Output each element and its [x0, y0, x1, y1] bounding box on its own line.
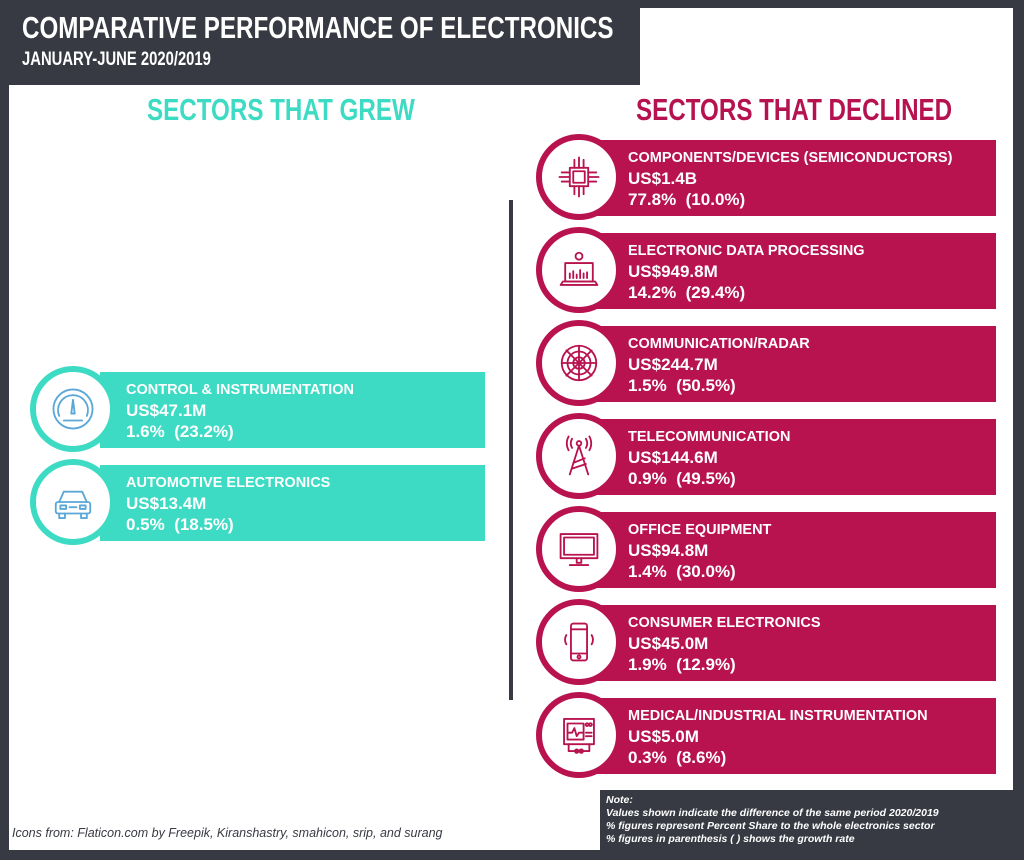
sector-share-growth: 0.5% (18.5%) — [126, 515, 234, 534]
sector-share-growth: 1.9% (12.9%) — [628, 655, 736, 674]
sector-bar — [596, 140, 996, 216]
sector-name: COMMUNICATION/RADAR — [628, 336, 810, 352]
sector-name: AUTOMOTIVE ELECTRONICS — [126, 475, 331, 491]
radar-icon — [560, 344, 598, 382]
sector-card: ELECTRONIC DATA PROCESSING US$949.8M 14.… — [536, 227, 1006, 313]
sector-card: AUTOMOTIVE ELECTRONICS US$13.4M 0.5% (18… — [30, 459, 500, 545]
sector-text: COMPONENTS/DEVICES (SEMICONDUCTORS) US$1… — [628, 148, 952, 210]
note-box: Note: Values shown indicate the differen… — [600, 790, 1013, 855]
icon-circle — [536, 506, 622, 592]
chip-icon — [558, 156, 600, 198]
sector-share-growth: 77.8% (10.0%) — [628, 190, 746, 209]
sector-value: US$13.4M — [126, 494, 207, 513]
sector-text: CONTROL & INSTRUMENTATION US$47.1M 1.6% … — [126, 380, 354, 442]
sector-card: COMMUNICATION/RADAR US$244.7M 1.5% (50.5… — [536, 320, 1006, 406]
sector-value: US$45.0M — [628, 634, 709, 653]
sector-value: US$94.8M — [628, 541, 709, 560]
note-heading: Note: — [606, 794, 633, 806]
sector-card: COMPONENTS/DEVICES (SEMICONDUCTORS) US$1… — [536, 134, 1006, 220]
icon-credit: Icons from: Flaticon.com by Freepik, Kir… — [12, 826, 443, 840]
sector-card: CONTROL & INSTRUMENTATION US$47.1M 1.6% … — [30, 366, 500, 452]
declined-heading: SECTORS THAT DECLINED — [636, 92, 953, 127]
grew-heading: SECTORS THAT GREW — [147, 92, 415, 127]
sector-name: CONTROL & INSTRUMENTATION — [126, 382, 354, 398]
sector-card: MEDICAL/INDUSTRIAL INSTRUMENTATION US$5.… — [536, 692, 1006, 778]
sector-text: OFFICE EQUIPMENT US$94.8M 1.4% (30.0%) — [628, 520, 771, 582]
sector-text: AUTOMOTIVE ELECTRONICS US$13.4M 0.5% (18… — [126, 473, 330, 535]
page-subtitle: JANUARY-JUNE 2020/2019 — [22, 49, 211, 70]
phone-icon — [564, 622, 594, 662]
icon-circle — [536, 320, 622, 406]
sector-name: COMPONENTS/DEVICES (SEMICONDUCTORS) — [628, 150, 953, 166]
icon-circle — [536, 413, 622, 499]
sector-share-growth: 14.2% (29.4%) — [628, 283, 746, 302]
sector-value: US$5.0M — [628, 727, 699, 746]
car-icon — [54, 490, 92, 520]
monitor-icon — [559, 533, 599, 567]
gauge-icon — [52, 388, 94, 430]
medical-monitor-icon — [563, 717, 595, 754]
sector-card: TELECOMMUNICATION US$144.6M 0.9% (49.5%) — [536, 413, 1006, 499]
sector-share-growth: 1.5% (50.5%) — [628, 376, 736, 395]
icon-circle — [536, 599, 622, 685]
icon-circle — [536, 692, 622, 778]
sector-text: CONSUMER ELECTRONICS US$45.0M 1.9% (12.9… — [628, 613, 821, 675]
sector-text: ELECTRONIC DATA PROCESSING US$949.8M 14.… — [628, 241, 865, 303]
sector-bar — [596, 326, 996, 402]
laptop-icon — [559, 251, 599, 286]
sector-name: CONSUMER ELECTRONICS — [628, 615, 821, 631]
header-white-panel — [640, 8, 1013, 88]
sector-text: COMMUNICATION/RADAR US$244.7M 1.5% (50.5… — [628, 334, 810, 396]
sector-bar — [596, 698, 996, 774]
tower-icon — [565, 435, 593, 476]
sector-value: US$144.6M — [628, 448, 718, 467]
sector-card: CONSUMER ELECTRONICS US$45.0M 1.9% (12.9… — [536, 599, 1006, 685]
sector-name: TELECOMMUNICATION — [628, 429, 791, 445]
icon-circle — [536, 227, 622, 313]
sector-name: OFFICE EQUIPMENT — [628, 522, 772, 538]
sector-value: US$47.1M — [126, 401, 207, 420]
sector-bar — [596, 419, 996, 495]
icon-circle — [30, 366, 116, 452]
sector-text: TELECOMMUNICATION US$144.6M 0.9% (49.5%) — [628, 427, 790, 489]
sector-value: US$949.8M — [628, 262, 718, 281]
note-line: % figures in parenthesis ( ) shows the g… — [606, 833, 855, 845]
sector-bar — [100, 372, 485, 448]
note-line: Values shown indicate the difference of … — [606, 807, 939, 819]
note-line: % figures represent Percent Share to the… — [606, 820, 935, 832]
sector-bar — [100, 465, 485, 541]
sector-name: MEDICAL/INDUSTRIAL INSTRUMENTATION — [628, 708, 928, 724]
sector-bar — [596, 605, 996, 681]
sector-share-growth: 1.4% (30.0%) — [628, 562, 736, 581]
sector-share-growth: 0.9% (49.5%) — [628, 469, 736, 488]
sector-bar — [596, 233, 996, 309]
sector-card: OFFICE EQUIPMENT US$94.8M 1.4% (30.0%) — [536, 506, 1006, 592]
sector-value: US$244.7M — [628, 355, 718, 374]
icon-circle — [536, 134, 622, 220]
sector-share-growth: 1.6% (23.2%) — [126, 422, 234, 441]
sector-text: MEDICAL/INDUSTRIAL INSTRUMENTATION US$5.… — [628, 706, 928, 768]
icon-circle — [30, 459, 116, 545]
page-title: COMPARATIVE PERFORMANCE OF ELECTRONICS — [22, 10, 614, 45]
divider — [509, 200, 513, 700]
sector-bar — [596, 512, 996, 588]
sector-share-growth: 0.3% (8.6%) — [628, 748, 727, 767]
sector-name: ELECTRONIC DATA PROCESSING — [628, 243, 865, 259]
sector-value: US$1.4B — [628, 169, 697, 188]
